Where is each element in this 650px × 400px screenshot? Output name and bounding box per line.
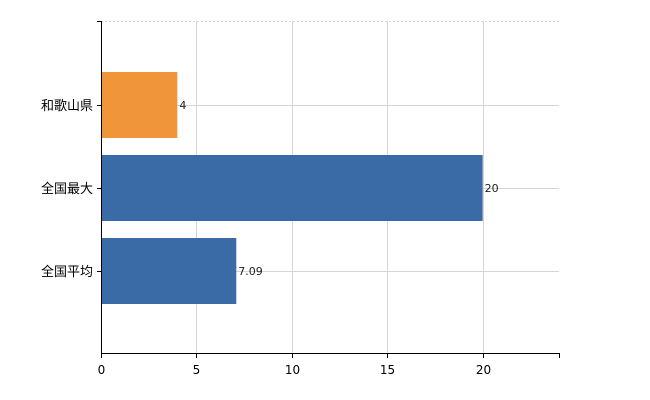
bar-1 [101, 72, 178, 138]
data-label-1: 4 [179, 99, 186, 112]
category-label-3: 全国平均 [41, 264, 93, 280]
x-tick-label: 5 [193, 363, 201, 377]
bar-3 [101, 238, 237, 304]
x-tick-label: 10 [285, 363, 300, 377]
bar-2 [101, 155, 483, 221]
data-label-2: 20 [485, 182, 499, 195]
category-label-1: 和歌山県 [41, 99, 93, 114]
bars [101, 72, 483, 304]
x-tick-label: 0 [98, 363, 106, 377]
x-tick-label: 20 [476, 363, 491, 377]
data-labels: 4 20 7.09 [179, 99, 498, 278]
x-tick-label: 15 [380, 363, 395, 377]
data-label-3: 7.09 [238, 265, 263, 278]
category-label-2: 全国最大 [41, 181, 93, 197]
